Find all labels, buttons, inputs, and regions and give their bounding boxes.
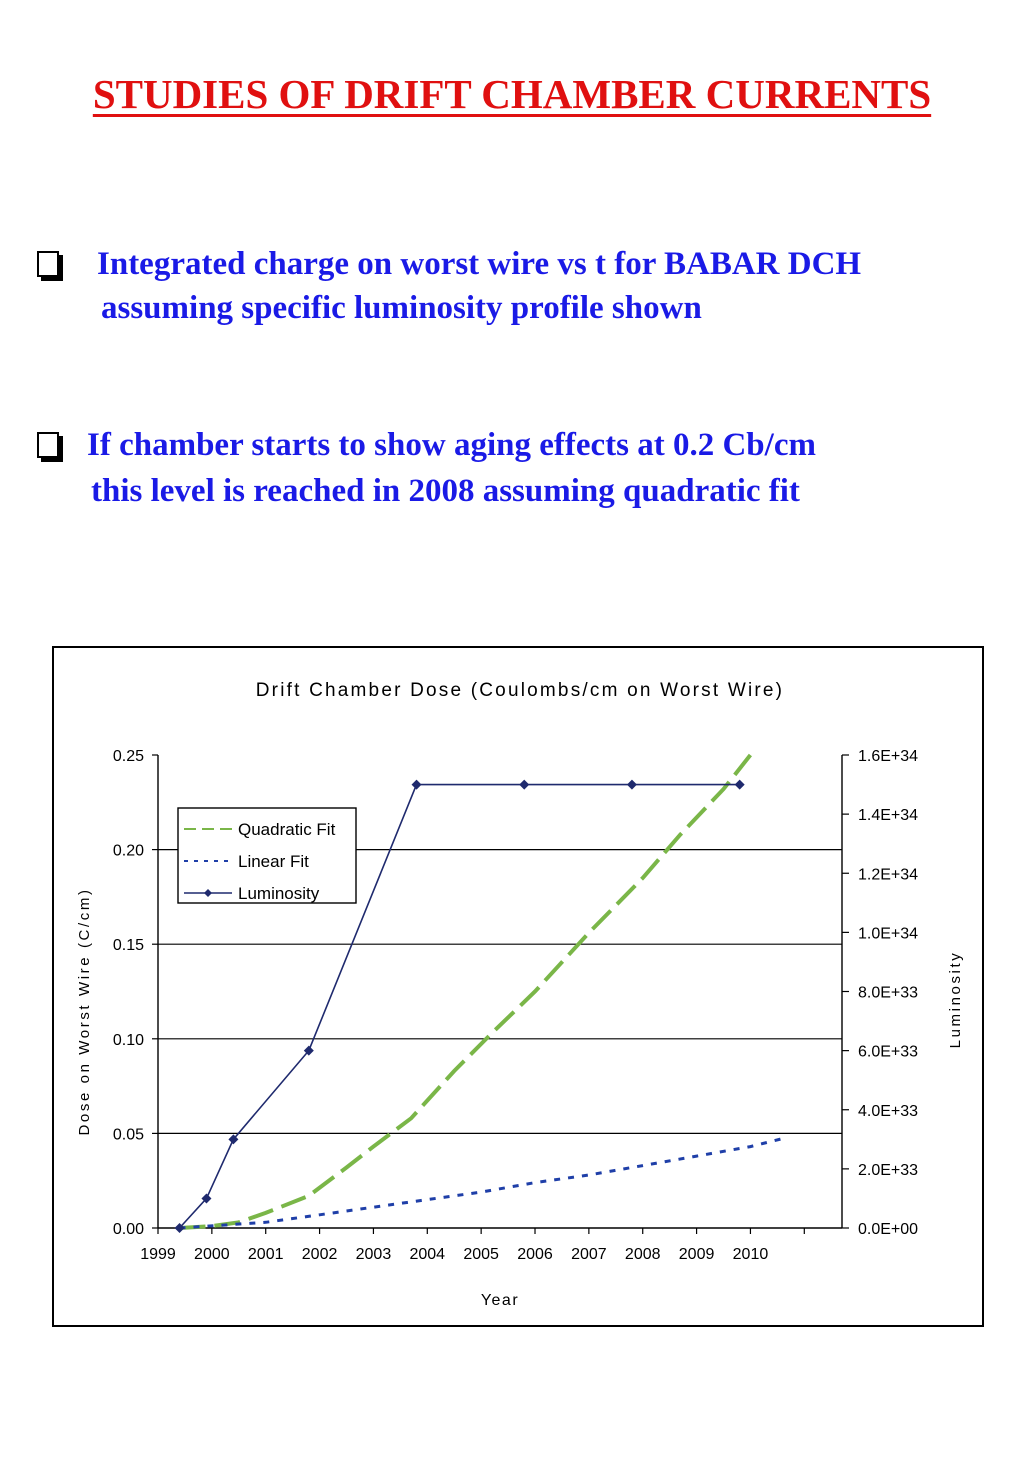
y2-tick-label: 1.6E+34: [858, 748, 918, 765]
x-tick-label: 2007: [571, 1246, 607, 1263]
y2-tick-label: 8.0E+33: [858, 985, 918, 1002]
y2-tick-label: 2.0E+33: [858, 1162, 918, 1179]
bullet-1-line-1: Integrated charge on worst wire vs t for…: [97, 246, 862, 282]
page-title: STUDIES OF DRIFT CHAMBER CURRENTS: [92, 71, 932, 117]
y2-tick-label: 6.0E+33: [858, 1044, 918, 1061]
data-point: [303, 1045, 314, 1056]
chart-title: Drift Chamber Dose (Coulombs/cm on Worst…: [256, 680, 784, 701]
y2-axis-label: Luminosity: [947, 951, 964, 1049]
x-tick-label: 2006: [517, 1246, 553, 1263]
data-point: [411, 779, 422, 790]
y-tick-label: 0.10: [113, 1032, 144, 1049]
x-tick-label: 2001: [248, 1246, 284, 1263]
x-axis-label: Year: [481, 1292, 519, 1309]
data-point: [519, 779, 530, 790]
legend-label: Quadratic Fit: [238, 820, 336, 839]
series-line-quadratic-fit: [179, 753, 752, 1230]
bullet-2-line-1: If chamber starts to show aging effects …: [87, 427, 816, 463]
data-point: [734, 779, 745, 790]
y-tick-label: 0.25: [113, 748, 144, 765]
x-tick-label: 2000: [194, 1246, 230, 1263]
y-axis-label: Dose on Worst Wire (C/cm): [76, 887, 93, 1135]
data-point: [201, 1193, 212, 1204]
y2-tick-label: 1.2E+34: [858, 866, 918, 883]
y2-tick-label: 1.0E+34: [858, 925, 918, 942]
series-line-luminosity: [178, 783, 740, 1229]
y2-tick-label: 0.0E+00: [858, 1221, 918, 1238]
y-tick-label: 0.00: [113, 1221, 144, 1238]
legend-marker: [204, 889, 212, 897]
bullet-2-line-2: this level is reached in 2008 assuming q…: [91, 473, 800, 509]
data-point: [626, 779, 637, 790]
x-tick-label: 1999: [140, 1246, 176, 1263]
checkbox-bullet-icon: [37, 251, 59, 277]
series-line-linear-fit: [179, 1135, 789, 1230]
x-tick-label: 2010: [733, 1246, 769, 1263]
legend-label: Linear Fit: [238, 852, 309, 871]
legend-label: Luminosity: [238, 884, 320, 903]
data-point: [228, 1134, 239, 1145]
y-tick-label: 0.15: [113, 937, 144, 954]
y2-tick-label: 1.4E+34: [858, 807, 918, 824]
legend-box: [177, 807, 357, 904]
x-tick-label: 2003: [356, 1246, 392, 1263]
data-point: [174, 1223, 185, 1233]
chart-frame: Drift Chamber Dose (Coulombs/cm on Worst…: [52, 646, 984, 1327]
y-tick-label: 0.05: [113, 1126, 144, 1143]
x-tick-label: 2009: [679, 1246, 715, 1263]
y-tick-label: 0.20: [113, 843, 144, 860]
y2-tick-label: 4.0E+33: [858, 1103, 918, 1120]
dose-chart: Drift Chamber Dose (Coulombs/cm on Worst…: [76, 680, 964, 1309]
x-tick-label: 2008: [625, 1246, 661, 1263]
x-tick-label: 2004: [409, 1246, 445, 1263]
x-tick-label: 2005: [463, 1246, 499, 1263]
checkbox-bullet-icon: [37, 432, 59, 458]
bullet-1-line-2: assuming specific luminosity profile sho…: [101, 290, 702, 326]
x-tick-label: 2002: [302, 1246, 338, 1263]
